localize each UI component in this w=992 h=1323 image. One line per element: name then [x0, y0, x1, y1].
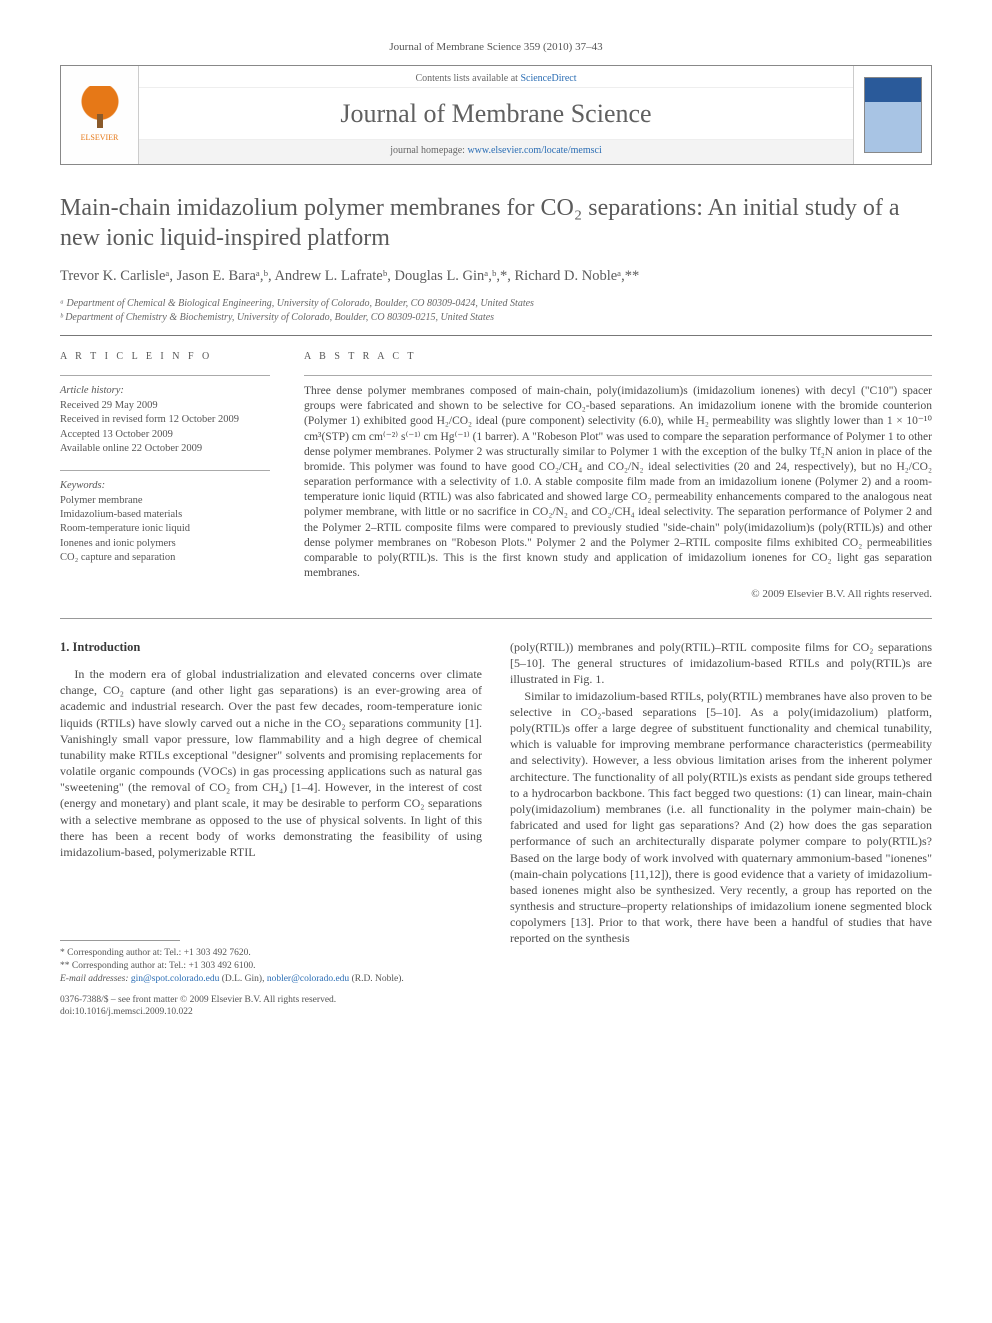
info-rule-2 — [60, 470, 270, 471]
elsevier-logo: ELSEVIER — [78, 86, 122, 144]
email-1[interactable]: gin@spot.colorado.edu — [131, 974, 219, 984]
emails-label: E-mail addresses: — [60, 974, 131, 984]
corr-author-1: * Corresponding author at: Tel.: +1 303 … — [60, 947, 470, 960]
corresponding-author-footnotes: * Corresponding author at: Tel.: +1 303 … — [60, 940, 470, 985]
info-rule — [60, 375, 270, 376]
front-matter-line: 0376-7388/$ – see front matter © 2009 El… — [60, 994, 482, 1007]
keyword: Ionenes and ionic polymers — [60, 537, 270, 551]
keyword: Imidazolium-based materials — [60, 508, 270, 522]
paragraph-3: Similar to imidazolium-based RTILs, poly… — [510, 688, 932, 947]
history-label: Article history: — [60, 384, 270, 398]
article-title: Main-chain imidazolium polymer membranes… — [60, 193, 932, 253]
article-info-heading: A R T I C L E I N F O — [60, 350, 270, 364]
corr-author-2: ** Corresponding author at: Tel.: +1 303… — [60, 960, 470, 973]
contents-line: Contents lists available at ScienceDirec… — [139, 66, 853, 89]
history-accepted: Accepted 13 October 2009 — [60, 428, 270, 442]
abstract-copyright: © 2009 Elsevier B.V. All rights reserved… — [304, 587, 932, 602]
email-2-who: (R.D. Noble). — [349, 974, 404, 984]
paragraph-2: (poly(RTIL)) membranes and poly(RTIL)–RT… — [510, 639, 932, 688]
abstract-text: Three dense polymer membranes composed o… — [304, 384, 932, 581]
keyword: CO₂ capture and separation — [60, 551, 270, 565]
running-header: Journal of Membrane Science 359 (2010) 3… — [60, 40, 932, 55]
history-online: Available online 22 October 2009 — [60, 442, 270, 456]
article-info-column: A R T I C L E I N F O Article history: R… — [60, 350, 270, 603]
homepage-line: journal homepage: www.elsevier.com/locat… — [139, 139, 853, 164]
banner-center: Contents lists available at ScienceDirec… — [139, 66, 853, 164]
abstract-column: A B S T R A C T Three dense polymer memb… — [304, 350, 932, 603]
email-1-who: (D.L. Gin), — [219, 974, 267, 984]
section-1-heading: 1. Introduction — [60, 639, 482, 656]
divider-rule — [60, 335, 932, 336]
keywords-block: Keywords: Polymer membrane Imidazolium-b… — [60, 479, 270, 565]
body-two-column: 1. Introduction In the modern era of glo… — [60, 639, 932, 1019]
journal-name: Journal of Membrane Science — [139, 88, 853, 139]
keyword: Polymer membrane — [60, 494, 270, 508]
doi-line: doi:10.1016/j.memsci.2009.10.022 — [60, 1006, 482, 1019]
doi-block: 0376-7388/$ – see front matter © 2009 El… — [60, 994, 482, 1020]
homepage-link[interactable]: www.elsevier.com/locate/memsci — [467, 145, 601, 156]
contents-prefix: Contents lists available at — [415, 73, 520, 84]
history-received: Received 29 May 2009 — [60, 399, 270, 413]
homepage-label: journal homepage: — [390, 145, 467, 156]
abstract-rule — [304, 375, 932, 376]
history-revised: Received in revised form 12 October 2009 — [60, 413, 270, 427]
email-line: E-mail addresses: gin@spot.colorado.edu … — [60, 973, 470, 986]
keyword: Room-temperature ionic liquid — [60, 522, 270, 536]
keywords-label: Keywords: — [60, 479, 270, 493]
paragraph-1: In the modern era of global industrializ… — [60, 666, 482, 860]
affiliation-b: ᵇ Department of Chemistry & Biochemistry… — [60, 311, 932, 325]
publisher-name: ELSEVIER — [78, 133, 122, 144]
footnote-rule — [60, 940, 180, 941]
journal-cover-thumbnail — [864, 77, 922, 153]
affiliation-a: ᵃ Department of Chemical & Biological En… — [60, 297, 932, 311]
journal-banner: ELSEVIER Contents lists available at Sci… — [60, 65, 932, 165]
author-list: Trevor K. Carlisleᵃ, Jason E. Baraᵃ,ᵇ, A… — [60, 267, 932, 287]
section-divider — [60, 618, 932, 619]
email-2[interactable]: nobler@colorado.edu — [267, 974, 349, 984]
cover-thumb-cell — [853, 66, 931, 164]
info-abstract-row: A R T I C L E I N F O Article history: R… — [60, 350, 932, 603]
affiliations: ᵃ Department of Chemical & Biological En… — [60, 297, 932, 325]
abstract-heading: A B S T R A C T — [304, 350, 932, 364]
publisher-logo-cell: ELSEVIER — [61, 66, 139, 164]
article-history-block: Article history: Received 29 May 2009 Re… — [60, 384, 270, 456]
sciencedirect-link[interactable]: ScienceDirect — [520, 73, 576, 84]
elsevier-tree-icon — [78, 86, 122, 130]
